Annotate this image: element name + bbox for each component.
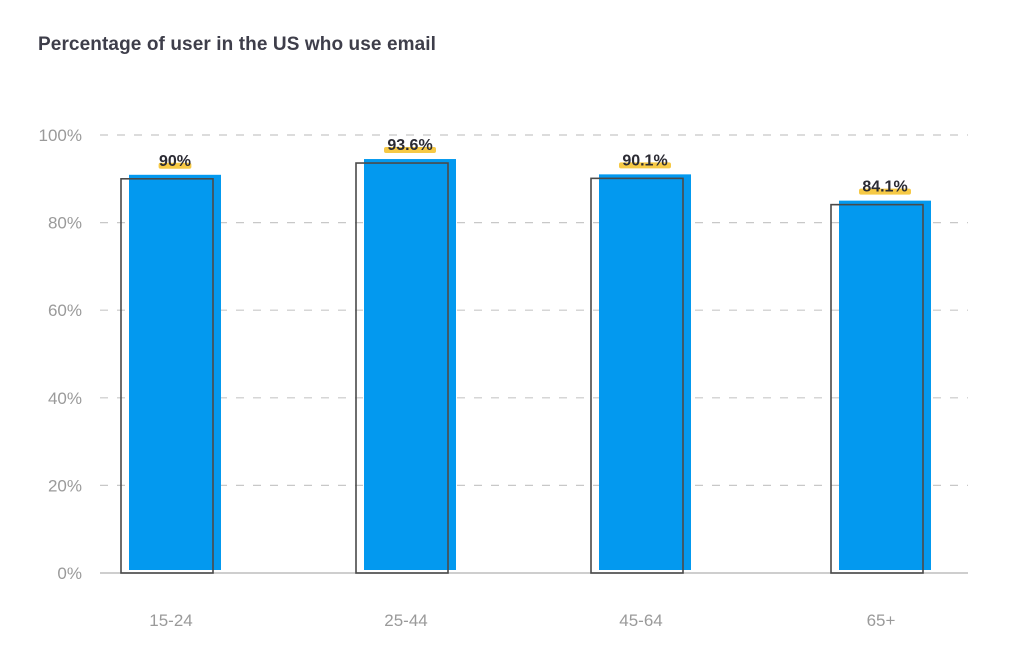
bars [120,159,931,574]
y-tick-label: 100% [39,126,82,145]
bar [839,200,931,570]
y-tick-label: 80% [48,214,82,233]
data-label-highlight [158,162,192,169]
bar-outline [355,162,449,574]
bar-outline [830,203,924,574]
x-tick-label: 25-44 [384,611,427,630]
data-label-highlight [384,147,436,154]
y-tick-label: 60% [48,301,82,320]
chart-title: Percentage of user in the US who use ema… [38,34,437,55]
bar [599,174,691,570]
bar-outline [590,177,684,574]
data-label-highlight [859,188,911,195]
y-tick-label: 40% [48,389,82,408]
x-tick-label: 45-64 [619,611,662,630]
y-tick-label: 0% [57,564,82,583]
grid-lines [100,134,968,574]
x-tick-label: 15-24 [149,611,192,630]
data-label: 90% [159,153,191,170]
bar [129,174,221,571]
y-tick-label: 20% [48,476,82,495]
data-label: 84.1% [862,179,907,196]
bar-outline [120,178,214,574]
bar [364,159,456,571]
data-label: 93.6% [387,137,432,154]
data-labels: 90% 93.6% 90.1% 84.1% [158,137,911,196]
data-label-highlight [619,162,671,169]
x-axis-ticks: 15-24 25-44 45-64 65+ [149,611,895,630]
x-tick-label: 65+ [867,611,896,630]
data-label: 90.1% [622,152,667,169]
y-axis-ticks: 0% 20% 40% 60% 80% 100% [39,126,82,583]
